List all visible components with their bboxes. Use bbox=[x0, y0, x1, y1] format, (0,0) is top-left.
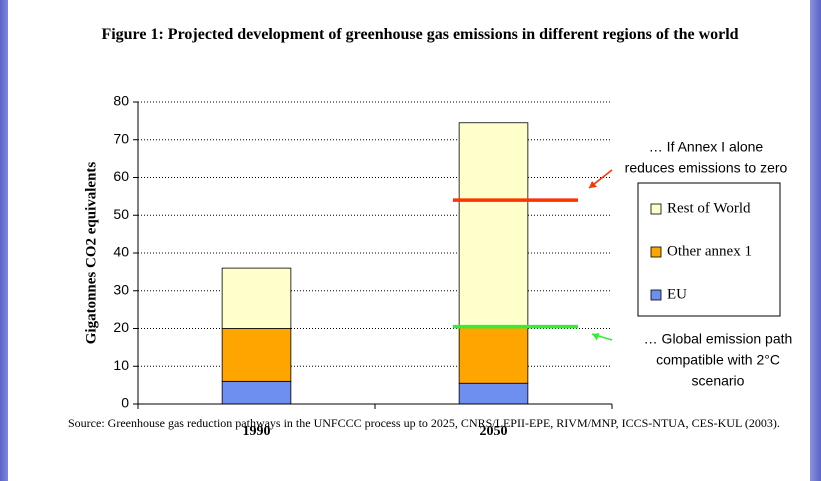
annotation: scenario bbox=[692, 373, 745, 389]
annotation: … If Annex I alone bbox=[649, 139, 764, 155]
bar-segment bbox=[458, 382, 529, 405]
arrow-head bbox=[589, 181, 597, 188]
y-tick-label: 10 bbox=[113, 357, 129, 373]
bar-segment bbox=[458, 326, 529, 384]
y-tick-label: 20 bbox=[113, 319, 129, 335]
annotation: reduces emissions to zero bbox=[625, 160, 788, 176]
legend-label: Rest of World bbox=[667, 200, 751, 216]
bar-segment bbox=[221, 267, 292, 329]
legend-swatch bbox=[650, 246, 662, 258]
y-tick-label: 40 bbox=[113, 244, 129, 260]
annotation: compatible with 2°C bbox=[656, 352, 780, 368]
legend-label: Other annex 1 bbox=[667, 243, 752, 259]
bar-segment bbox=[221, 380, 292, 405]
x-tick-label: 1990 bbox=[243, 424, 271, 439]
bar-segment bbox=[221, 328, 292, 382]
legend-label: EU bbox=[667, 286, 687, 302]
source-note: Source: Greenhouse gas reduction pathway… bbox=[68, 416, 780, 430]
y-tick-label: 50 bbox=[113, 206, 129, 222]
y-axis-label: Gigatonnes CO2 equivalents bbox=[83, 162, 99, 345]
legend-box bbox=[637, 182, 781, 317]
y-tick-label: 0 bbox=[121, 395, 129, 411]
y-tick-label: 70 bbox=[113, 130, 129, 146]
legend-swatch bbox=[650, 289, 662, 301]
legend-swatch bbox=[650, 203, 662, 215]
bar-segment bbox=[458, 122, 529, 328]
y-tick-label: 30 bbox=[113, 281, 129, 297]
y-tick-label: 80 bbox=[113, 93, 129, 109]
arrow-head bbox=[592, 333, 600, 341]
y-tick-label: 60 bbox=[113, 168, 129, 184]
chart-title: Figure 1: Projected development of green… bbox=[101, 26, 739, 43]
x-tick-label: 2050 bbox=[480, 424, 508, 439]
annotation: … Global emission path bbox=[644, 331, 793, 347]
